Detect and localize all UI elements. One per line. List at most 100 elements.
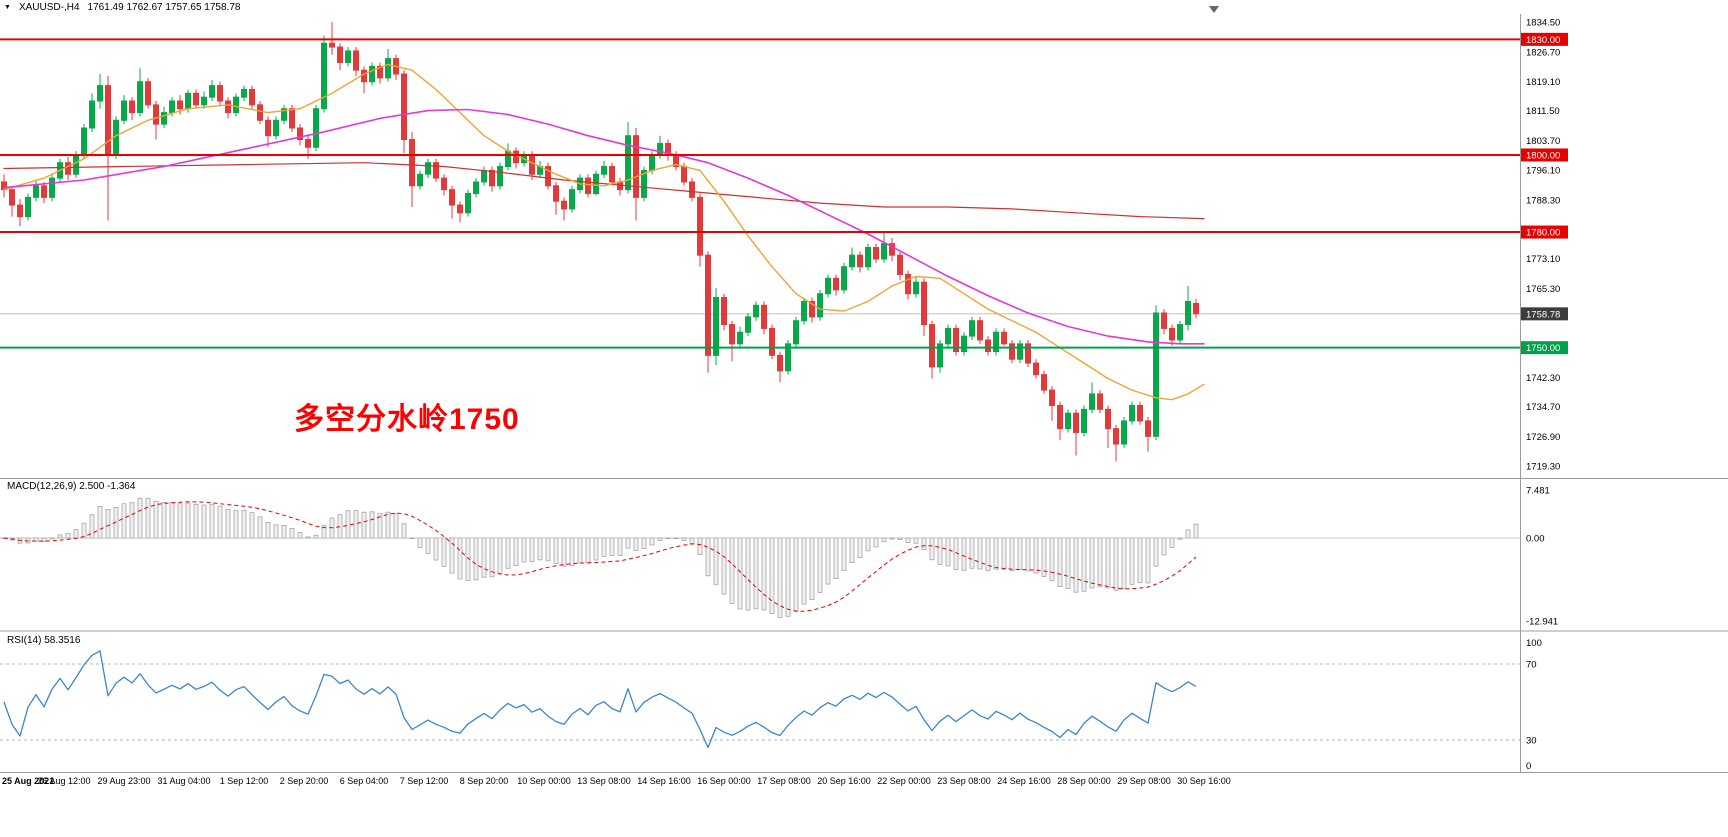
candle[interactable] — [1049, 389, 1055, 406]
candle[interactable] — [1041, 374, 1047, 391]
candle[interactable] — [897, 254, 903, 275]
candle[interactable] — [249, 88, 255, 106]
candle[interactable] — [257, 104, 263, 121]
candle[interactable] — [1137, 404, 1143, 422]
candle[interactable] — [961, 335, 967, 353]
candle[interactable] — [1089, 393, 1095, 410]
candle[interactable] — [889, 243, 895, 256]
candle[interactable] — [177, 100, 183, 110]
candle[interactable] — [921, 281, 927, 326]
candle[interactable] — [785, 343, 791, 372]
candle[interactable] — [1193, 302, 1199, 315]
candle[interactable] — [953, 327, 959, 353]
candle[interactable] — [337, 46, 343, 63]
candle[interactable] — [489, 169, 495, 187]
candle[interactable] — [305, 139, 311, 148]
candle[interactable] — [561, 200, 567, 210]
candle[interactable] — [73, 154, 79, 175]
candle[interactable] — [289, 108, 295, 129]
candle[interactable] — [385, 58, 391, 79]
candle[interactable] — [801, 300, 807, 322]
candle[interactable] — [137, 81, 143, 114]
candle[interactable] — [849, 254, 855, 268]
candle[interactable] — [1065, 412, 1071, 430]
candle[interactable] — [65, 162, 71, 175]
candle[interactable] — [873, 246, 879, 260]
candle[interactable] — [361, 69, 367, 83]
candle[interactable] — [1073, 412, 1079, 433]
candle[interactable] — [793, 320, 799, 345]
candle[interactable] — [321, 42, 327, 110]
candle[interactable] — [713, 297, 719, 356]
candle[interactable] — [345, 50, 351, 63]
candle[interactable] — [369, 65, 375, 83]
candle[interactable] — [1169, 327, 1175, 341]
candle[interactable] — [433, 162, 439, 179]
candle[interactable] — [753, 304, 759, 318]
candle[interactable] — [841, 266, 847, 291]
candle[interactable] — [857, 254, 863, 268]
candle[interactable] — [865, 246, 871, 268]
horizontal-lines[interactable]: 1830.00 1800.00 1780.00 1750.00 — [0, 32, 1568, 355]
candle[interactable] — [497, 166, 503, 187]
candle[interactable] — [97, 85, 103, 102]
candle[interactable] — [1097, 393, 1103, 410]
candle[interactable] — [1145, 420, 1151, 437]
candle[interactable] — [441, 177, 447, 191]
candle[interactable] — [601, 166, 607, 175]
candle[interactable] — [929, 324, 935, 368]
candle[interactable] — [297, 127, 303, 141]
candle[interactable] — [313, 108, 319, 148]
candle[interactable] — [1025, 343, 1031, 364]
candle[interactable] — [89, 100, 95, 129]
candle[interactable] — [809, 300, 815, 318]
candle[interactable] — [1057, 404, 1063, 430]
candle[interactable] — [777, 354, 783, 372]
candle[interactable] — [649, 154, 655, 171]
candle[interactable] — [761, 304, 767, 329]
candle[interactable] — [201, 96, 207, 106]
candle[interactable] — [465, 193, 471, 214]
candle[interactable] — [969, 320, 975, 337]
candle[interactable] — [945, 327, 951, 345]
chart-shift-marker-icon[interactable] — [1209, 6, 1219, 13]
candle[interactable] — [633, 135, 639, 198]
candle[interactable] — [977, 320, 983, 341]
candle[interactable] — [1121, 420, 1127, 445]
candle[interactable] — [913, 281, 919, 295]
candle[interactable] — [265, 119, 271, 137]
candle[interactable] — [505, 150, 511, 168]
candle[interactable] — [593, 173, 599, 195]
candle[interactable] — [417, 173, 423, 187]
candle[interactable] — [513, 150, 519, 164]
candle[interactable] — [121, 100, 127, 121]
candle[interactable] — [169, 100, 175, 114]
candle[interactable] — [937, 343, 943, 368]
candle[interactable] — [233, 96, 239, 114]
candle[interactable] — [353, 50, 359, 71]
candle[interactable] — [153, 104, 159, 125]
candle[interactable] — [1105, 408, 1111, 430]
candle[interactable] — [25, 196, 31, 218]
candle[interactable] — [721, 297, 727, 326]
candle[interactable] — [241, 88, 247, 98]
candle[interactable] — [817, 293, 823, 318]
candle[interactable] — [881, 243, 887, 260]
candle[interactable] — [161, 112, 167, 125]
candle[interactable] — [225, 100, 231, 114]
candle[interactable] — [729, 324, 735, 345]
candle[interactable] — [33, 185, 39, 198]
candle[interactable] — [329, 42, 335, 48]
candle[interactable] — [1009, 343, 1015, 360]
candle[interactable] — [425, 162, 431, 175]
candle[interactable] — [281, 108, 287, 121]
candle[interactable] — [185, 92, 191, 110]
candle[interactable] — [1161, 312, 1167, 329]
candle[interactable] — [689, 181, 695, 198]
candle[interactable] — [697, 196, 703, 256]
candle[interactable] — [481, 169, 487, 183]
candle[interactable] — [657, 142, 663, 156]
candle[interactable] — [17, 204, 23, 218]
candle[interactable] — [145, 81, 151, 106]
